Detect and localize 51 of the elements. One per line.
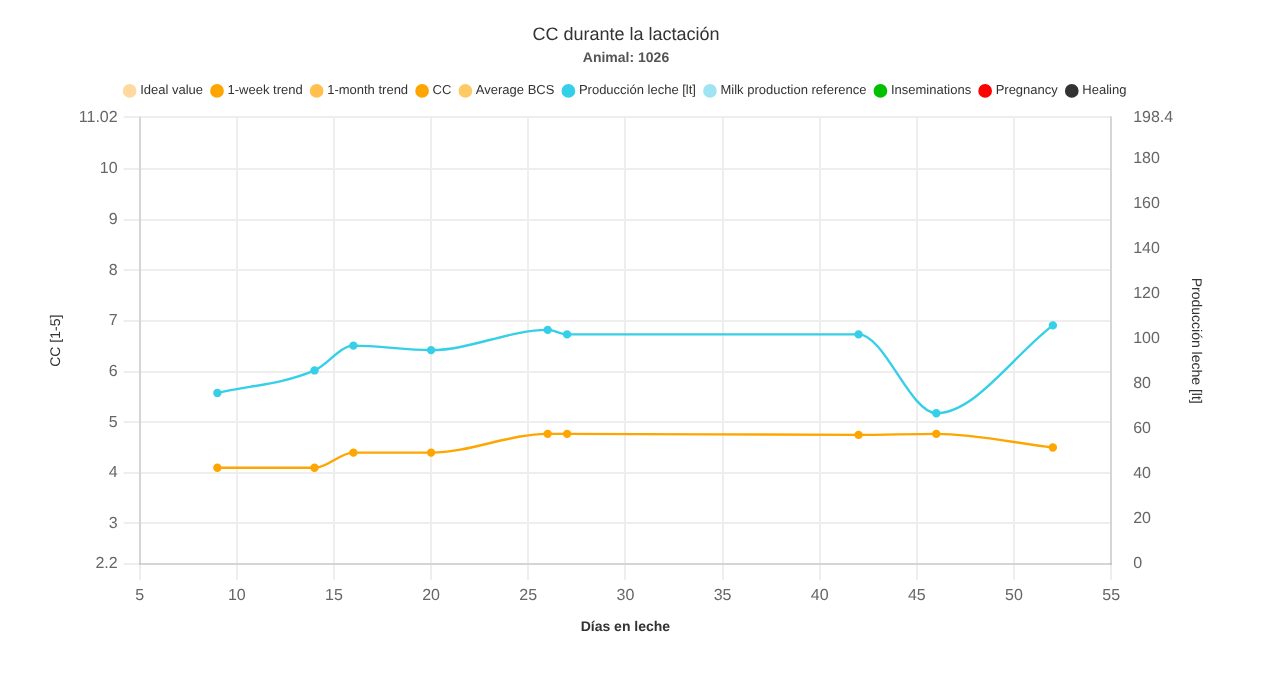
point [310,463,319,472]
point [932,408,941,418]
y-tick-label: 2.2 [95,554,119,573]
y2-tick-label: 120 [1133,284,1161,303]
y-tick-label: 10 [99,159,119,178]
point [310,366,319,375]
y2-tick-label: 100 [1133,329,1161,348]
chart-title: CC durante la lactación [532,23,720,44]
point [543,325,552,335]
point [426,448,436,457]
point [426,345,436,355]
point [543,429,552,439]
y2-tick-label: 80 [1133,374,1153,393]
point [349,448,358,457]
point [562,429,572,439]
point [932,429,941,439]
x-tick-label: 15 [325,586,344,605]
y-tick-label: 4 [108,463,119,482]
x-tick-label: 45 [907,586,927,605]
x-tick-label: 50 [1005,586,1024,605]
x-tick-label: 35 [713,586,733,605]
point [562,330,572,339]
y-tick-label: 3 [108,513,119,532]
x-tick-label: 10 [227,586,247,605]
y2-tick-label: 140 [1133,239,1161,258]
point [1048,321,1058,330]
point [213,463,222,472]
x-tick-label: 5 [135,586,146,605]
y-tick-label: 11.02 [78,107,119,126]
x-tick-label: 25 [519,586,539,605]
y-tick-label: 5 [108,412,119,431]
y2-tick-label: 160 [1133,194,1161,213]
x-tick-label: 55 [1102,586,1122,605]
y2-tick-label: 180 [1133,149,1161,168]
point [213,388,222,398]
y2-tick-label: 198.4 [1133,107,1175,126]
y-tick-label: 6 [108,361,119,380]
point [854,330,863,339]
y2-tick-label: 20 [1133,509,1153,528]
y2-tick-label: 0 [1133,554,1144,573]
y2-tick-label: 60 [1133,419,1153,438]
x-tick-label: 20 [422,586,442,605]
y-tick-label: 9 [108,210,119,229]
x-tick-label: 40 [810,586,830,605]
y-tick-label: 7 [108,311,119,330]
point [349,341,358,350]
point [1048,443,1058,452]
y-tick-label: 8 [108,260,119,279]
y2-tick-label: 40 [1133,464,1153,483]
point [854,430,863,440]
x-tick-label: 30 [616,586,636,605]
